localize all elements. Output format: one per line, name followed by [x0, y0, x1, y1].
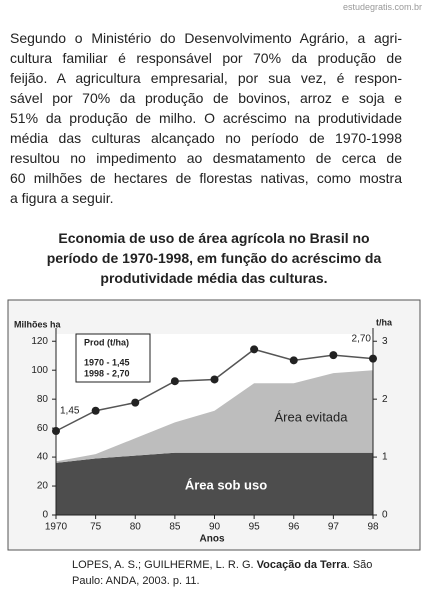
point — [289, 356, 298, 365]
legend-title: Prod (t/ha) — [84, 337, 129, 347]
x-tick-label: 95 — [249, 522, 261, 533]
point — [91, 406, 100, 415]
area — [56, 370, 373, 463]
x-axis-label: Anos — [200, 534, 225, 545]
legend-line: 1998 - 2,70 — [84, 368, 130, 378]
source-part: LOPES, A. S.; GUILHERME, L. R. G. — [72, 559, 257, 571]
text-line: a figura a seguir. — [10, 190, 114, 206]
y-tick-label: 100 — [31, 365, 48, 376]
y-tick-label: 20 — [37, 481, 49, 492]
area — [56, 452, 373, 515]
paragraph: Segundo o Ministério do Desenvolvimento … — [10, 28, 402, 208]
text-line: 51% da produção de milho. O acréscimo na… — [10, 110, 402, 126]
area-label: Área sob uso — [185, 477, 267, 492]
x-tick-label: 98 — [367, 522, 379, 533]
text-line: Segundo o Ministério do Desenvolvimento … — [10, 30, 402, 46]
y-tick-label: 120 — [31, 336, 48, 347]
text-line: 60 milhões de hectares de florestas nati… — [10, 170, 402, 186]
y-tick-label: 0 — [42, 510, 48, 521]
title-line: Economia de uso de área agrícola no Bras… — [58, 230, 370, 246]
value-label: 1,45 — [60, 406, 80, 417]
point — [210, 375, 219, 384]
legend-box — [75, 333, 151, 383]
y-tick-label: 80 — [37, 394, 49, 405]
legend-line: 1970 - 1,45 — [84, 357, 130, 367]
text-line: cultura familiar é responsável por 70% d… — [10, 50, 402, 66]
text-line: média das culturas alcançado no período … — [10, 130, 402, 146]
x-tick-label: 80 — [130, 522, 142, 533]
watermark: estudegratis.com.br — [342, 2, 422, 12]
x-tick-label: 1970 — [45, 522, 68, 533]
y2-tick-label: 2 — [382, 394, 388, 405]
y-tick-label: 40 — [37, 452, 49, 463]
point — [329, 351, 338, 360]
y-axis-label: Milhões ha — [14, 319, 62, 329]
text-line: sável por 70% da produção de bovinos, ar… — [10, 90, 402, 106]
text-line: resultou no impedimento ao desmatamento … — [10, 150, 402, 166]
y-tick-label: 60 — [37, 423, 49, 434]
y2-tick-label: 0 — [382, 510, 388, 521]
x-tick-label: 85 — [169, 522, 181, 533]
source-part: . São Paulo: ANDA, 2003. p. 11. — [72, 559, 373, 587]
x-tick-label: 96 — [288, 522, 300, 533]
value-label: 2,70 — [352, 333, 372, 344]
source-part: Vocação da Terra — [256, 559, 347, 571]
x-tick-label: 97 — [328, 522, 340, 533]
area-label: Área evitada — [275, 409, 349, 424]
chart: Área sob uso Área evitada 1,45 2,70 Prod (t/… — [7, 299, 421, 551]
y2-tick-label: 3 — [382, 336, 388, 347]
text-line: feijão. A agricultura empresarial, por s… — [10, 70, 402, 86]
y2-axis-label: t/ha — [376, 317, 393, 327]
x-tick-label: 90 — [209, 522, 221, 533]
x-tick-label: 75 — [90, 522, 102, 533]
point — [131, 398, 140, 407]
title-line: período de 1970-1998, em função do acrés… — [46, 250, 382, 266]
chart-title: Economia de uso de área agrícola no Bras… — [0, 228, 428, 288]
point — [250, 345, 259, 354]
point — [170, 377, 179, 386]
title-line: produtividade média das culturas. — [100, 270, 328, 286]
y2-tick-label: 1 — [382, 452, 388, 463]
source: LOPES, A. S.; GUILHERME, L. R. G. Vocaçã… — [72, 557, 402, 589]
